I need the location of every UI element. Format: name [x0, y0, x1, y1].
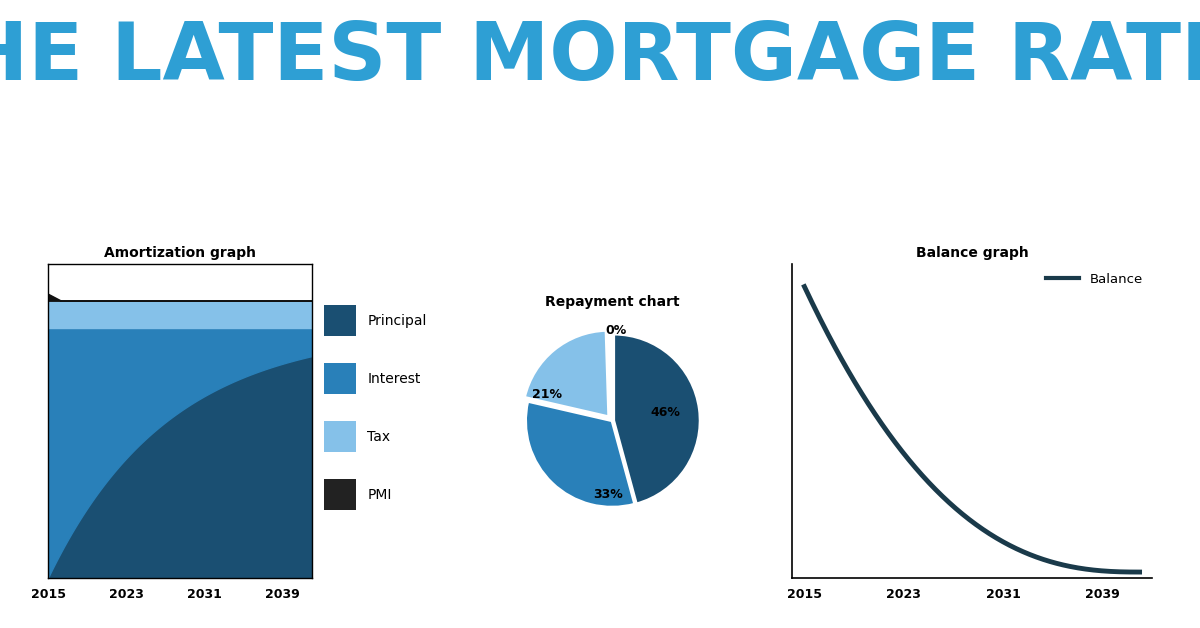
FancyBboxPatch shape: [324, 479, 355, 511]
Wedge shape: [524, 330, 608, 417]
Text: 21%: 21%: [533, 388, 563, 401]
Text: 0%: 0%: [606, 323, 626, 337]
FancyBboxPatch shape: [324, 421, 355, 452]
Text: THE LATEST MORTGAGE RATES: THE LATEST MORTGAGE RATES: [0, 19, 1200, 97]
Legend: Balance: Balance: [1043, 271, 1146, 289]
Title: Amortization graph: Amortization graph: [104, 246, 256, 260]
Text: Principal: Principal: [367, 313, 426, 328]
Title: Repayment chart: Repayment chart: [545, 295, 679, 309]
Text: PMI: PMI: [367, 487, 391, 502]
Title: Balance graph: Balance graph: [916, 246, 1028, 260]
FancyBboxPatch shape: [324, 305, 355, 337]
Wedge shape: [613, 334, 700, 504]
FancyBboxPatch shape: [324, 363, 355, 394]
Text: Interest: Interest: [367, 372, 420, 386]
Wedge shape: [526, 401, 635, 507]
Text: 46%: 46%: [650, 406, 680, 419]
Text: 33%: 33%: [593, 488, 623, 501]
Wedge shape: [610, 334, 612, 421]
Text: Tax: Tax: [367, 430, 390, 443]
